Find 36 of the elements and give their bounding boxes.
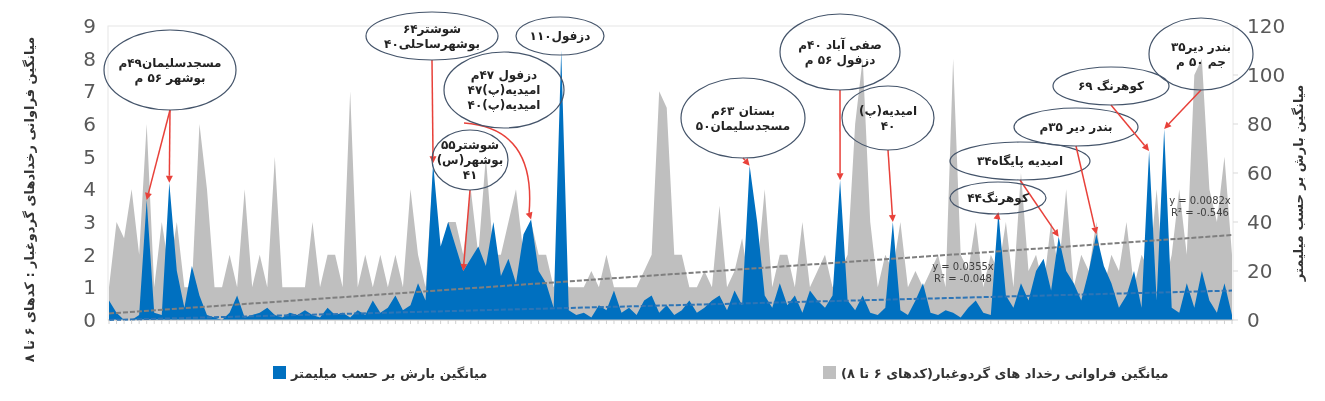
y2-tick-label: 40 <box>1247 210 1273 234</box>
annotation: شوشتر۵۵ بوشهر(س) ۴۱ <box>436 138 504 182</box>
y-tick-label: 5 <box>83 144 96 169</box>
y-tick-label: 8 <box>83 46 96 71</box>
annotation: دزفول۱۱۰ <box>529 29 591 44</box>
annotation: بندر دیر۳۵ جم ۵۰ م <box>1170 39 1232 70</box>
annotation: بستان ۶۳م مسجدسلیمان۵۰ <box>695 103 791 133</box>
annotation: بندر دیر ۳۵م <box>1039 120 1113 135</box>
annotation: مسجدسلیمان۴۹م بوشهر ۵۶ م <box>118 55 222 86</box>
annotation: y = 0.0082x R² = -0.546 <box>1169 195 1231 218</box>
y2-tick-label: 120 <box>1247 14 1286 38</box>
annotation: y = 0.0355x R² = -0.048 <box>932 261 994 284</box>
y-tick-label: 6 <box>83 112 96 136</box>
y-tick-label: 4 <box>83 177 96 202</box>
y2-tick-label: 0 <box>1247 308 1260 332</box>
annotation: دزفول ۴۷م امیدیه(پ)۴۷ امیدیه(پ)۴۰ <box>467 68 541 112</box>
y2-tick-label: 60 <box>1247 161 1273 185</box>
y-tick-label: 7 <box>83 79 96 104</box>
legend-label: میانگین فراوانی رخداد های گردوغبار(کدهای ۶ تا ۸) <box>841 366 1169 381</box>
y-axis-title: میانگین فراوانی رخدادهای گردوغبار : کدهای ۶ تا ۸ <box>22 36 37 363</box>
annotation: امیدیه پایگاه۳۴ <box>976 154 1064 168</box>
annotation: امیدیه(پ) ۴۰ <box>858 103 918 133</box>
legend-label: میانگین بارش بر حسب میلیمتر <box>290 366 488 381</box>
y2-tick-label: 20 <box>1247 259 1273 283</box>
annotation: کوهرنگ۴۴ <box>967 191 1029 206</box>
y-tick-label: 0 <box>83 308 96 332</box>
y-tick-label: 2 <box>83 242 96 267</box>
y-tick-label: 9 <box>83 14 96 38</box>
y2-axis-title: میانگین بارش بر حسب میلیمتر <box>1291 84 1306 283</box>
annotation: صفی آباد ۴۰م دزفول ۵۶ م <box>798 36 882 68</box>
y-tick-label: 3 <box>83 210 96 234</box>
annotation: کوهرنگ ۶۹ <box>1078 79 1144 94</box>
annotation: شوشتر۶۴ بوشهرساحلی۴۰ <box>384 21 480 52</box>
y-tick-label: 1 <box>83 275 96 300</box>
y2-tick-label: 100 <box>1247 63 1286 87</box>
y2-tick-label: 80 <box>1247 112 1273 136</box>
